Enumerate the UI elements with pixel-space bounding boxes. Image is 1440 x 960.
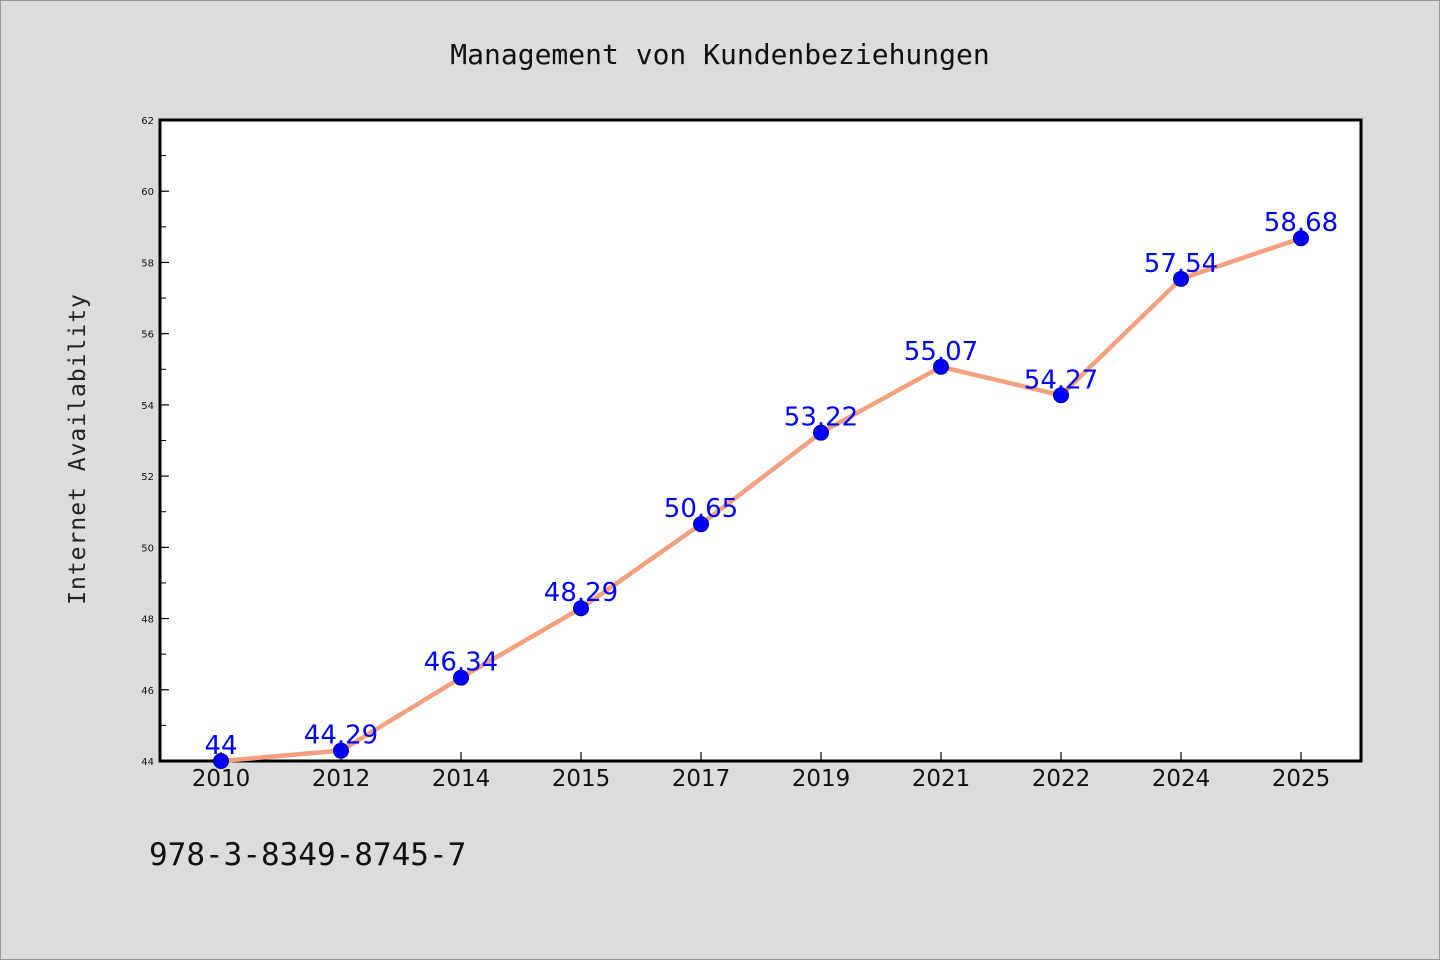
data-label: 53.22	[784, 403, 858, 433]
data-point	[213, 753, 229, 769]
y-axis-ticks: 44 46 48 50 52 54 56 58 60 62	[141, 116, 169, 768]
data-label: 58.68	[1264, 208, 1338, 238]
data-label: 55.07	[904, 337, 978, 367]
data-label: 48.29	[544, 578, 618, 608]
y-tick-label: 58	[141, 258, 154, 269]
data-markers	[213, 230, 1309, 769]
data-point	[333, 742, 349, 759]
data-labels: 44 44.29 46.34 48.29 50.65 53.22 55.07 54.27 57.…	[204, 208, 1338, 761]
data-point	[453, 669, 469, 686]
plot-area	[158, 118, 1363, 763]
data-point	[1293, 230, 1309, 247]
x-tick-label: 2015	[552, 766, 611, 792]
y-tick-label: 46	[141, 686, 154, 697]
data-label: 44.29	[304, 721, 378, 751]
series-line	[218, 235, 1304, 764]
data-point	[933, 358, 949, 375]
y-tick-label: 54	[141, 401, 154, 412]
data-label: 46.34	[424, 648, 498, 678]
series-revenue-line	[218, 235, 1304, 764]
data-point	[1053, 387, 1069, 404]
x-tick-label: 2021	[912, 766, 971, 792]
data-point	[1173, 270, 1189, 287]
y-tick-label: 44	[141, 757, 154, 768]
x-tick-label: 2012	[312, 766, 371, 792]
chart-title: Management von Kundenbeziehungen	[450, 38, 989, 71]
x-tick-label: 2025	[1272, 766, 1331, 792]
y-tick-label: 62	[141, 116, 154, 127]
y-axis-label: Internet Availability	[65, 293, 91, 605]
y-tick-label: 52	[141, 472, 154, 483]
x-tick-label: 2010	[192, 766, 251, 792]
data-label: 50.65	[664, 494, 738, 524]
data-point	[573, 600, 589, 617]
data-point	[813, 424, 829, 441]
x-tick-label: 2022	[1032, 766, 1091, 792]
x-tick-label: 2024	[1152, 766, 1211, 792]
x-tick-label: 2017	[672, 766, 731, 792]
data-label: 54.27	[1024, 365, 1098, 395]
x-tick-label: 2014	[432, 766, 491, 792]
footer-code: 978-3-8349-8745-7	[149, 837, 466, 873]
y-tick-label: 60	[141, 187, 154, 198]
y-tick-label: 56	[141, 330, 154, 341]
data-label: 44	[204, 731, 237, 761]
y-tick-label: 48	[141, 615, 154, 626]
y-tick-label: 50	[141, 543, 154, 554]
data-point	[693, 516, 709, 533]
data-label: 57.54	[1144, 249, 1218, 279]
x-tick-label: 2019	[792, 766, 851, 792]
